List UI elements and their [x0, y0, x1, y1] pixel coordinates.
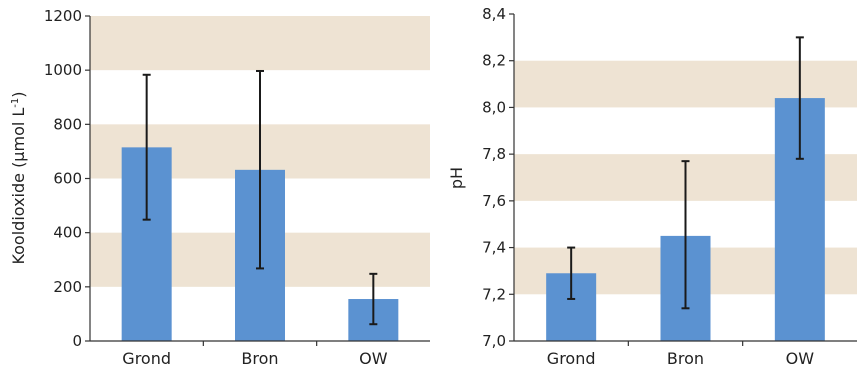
y-tick-label: 400: [53, 224, 82, 242]
y-tick-label: 8,4: [482, 5, 506, 23]
x-tick-label: Bron: [667, 349, 704, 368]
y-tick-label: 600: [53, 170, 82, 188]
y-tick-label: 8,2: [482, 52, 506, 70]
y-axis-title: pH: [447, 167, 466, 189]
y-tick-label: 7,0: [482, 332, 506, 350]
y-tick-label: 7,4: [482, 239, 506, 257]
y-tick-label: 1200: [44, 7, 82, 25]
x-tick-label: Grond: [547, 349, 596, 368]
y-tick-label: 7,6: [482, 192, 506, 210]
y-tick-label: 800: [53, 115, 82, 133]
y-tick-label: 200: [53, 278, 82, 296]
y-tick-label: 1000: [44, 61, 82, 79]
y-tick-label: 8,0: [482, 98, 506, 116]
x-tick-label: OW: [359, 349, 388, 368]
y-tick-label: 7,8: [482, 145, 506, 163]
x-tick-label: Grond: [122, 349, 171, 368]
x-tick-label: OW: [786, 349, 815, 368]
grid-band: [90, 16, 430, 71]
y-tick-label: 7,2: [482, 285, 506, 303]
y-axis-title: Kooldioxide (µmol L-1): [9, 91, 28, 264]
y-tick-label: 0: [72, 332, 82, 350]
x-tick-label: Bron: [241, 349, 278, 368]
